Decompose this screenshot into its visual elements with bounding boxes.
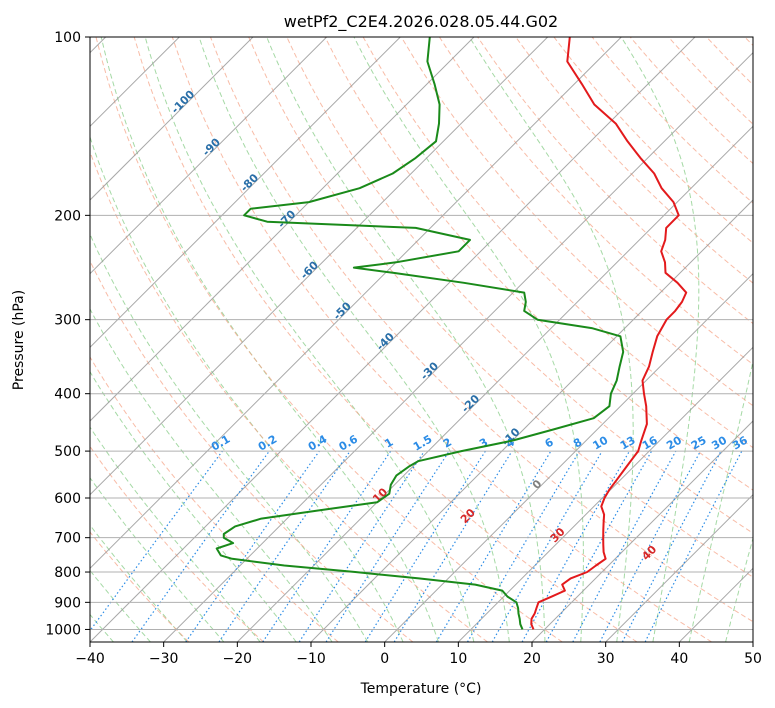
mixing-ratio-line (393, 450, 513, 642)
dry-adiabat-line (248, 37, 753, 578)
y-axis-label: Pressure (hPa) (11, 290, 27, 390)
mixing-ratio-line (325, 450, 450, 642)
isotherm-line (310, 199, 753, 642)
mixing-ratio-line (572, 450, 677, 642)
y-tick-label: 400 (54, 387, 81, 403)
mixing-ratio-line (90, 450, 223, 632)
plot-frame (89, 36, 754, 643)
y-tick-label: 500 (54, 444, 81, 460)
dry-adiabats (90, 37, 753, 642)
dry-adiabat-line (438, 37, 753, 366)
isotherms (90, 37, 753, 642)
x-tick-label: 40 (670, 651, 688, 667)
y-tick-label: 200 (54, 208, 81, 224)
x-tick-label: −10 (296, 651, 326, 667)
moist-adiabat-line (725, 536, 753, 642)
moist-adiabat-line (100, 37, 439, 642)
dry-adiabat-line (400, 37, 753, 407)
moist-adiabat-line (688, 358, 753, 642)
x-tick-label: −20 (223, 651, 253, 667)
isotherm-line (163, 51, 753, 642)
mixing-ratio-line (521, 450, 631, 642)
mixing-ratio-line (644, 450, 743, 642)
x-tick-label: −30 (149, 651, 179, 667)
dry-adiabat-line (324, 37, 753, 491)
moist-adiabat-line (90, 476, 225, 642)
y-tick-label: 600 (54, 491, 81, 507)
y-tick-label: 800 (54, 565, 81, 581)
x-tick-label: 30 (597, 651, 615, 667)
pressure-gridlines (90, 37, 753, 630)
dry-adiabat-line (95, 37, 563, 642)
temperature-profile-line (530, 37, 688, 630)
dewpoint-profile-line (215, 37, 625, 630)
isotherm-line (90, 37, 401, 349)
isotherm-line (90, 37, 549, 496)
isotherm-line (90, 37, 328, 275)
isotherm-line (457, 346, 753, 642)
isotherm-line (90, 37, 254, 201)
x-tick-label: 0 (380, 651, 389, 667)
mixing-ratio-lines (90, 450, 743, 642)
dry-adiabat-line (90, 356, 339, 642)
moist-adiabat-line (90, 232, 369, 642)
dry-adiabat-line (133, 37, 638, 642)
mixing-ratio-line (545, 450, 653, 642)
dry-adiabat-line (515, 37, 753, 284)
isotherm-line (236, 125, 753, 642)
isotherm-line (90, 37, 475, 422)
moist-adiabat-line (353, 37, 584, 642)
isotherm-line (90, 37, 622, 570)
moist-adiabat-line (620, 37, 700, 642)
dry-adiabat-line (210, 37, 753, 623)
dry-adiabat-line (90, 531, 190, 642)
isotherm-line (90, 37, 696, 642)
x-tick-label: 50 (744, 651, 762, 667)
x-axis-ticks: −40 −30 −20 −10 0 10 20 30 40 50 (75, 642, 762, 667)
y-tick-label: 300 (54, 313, 81, 329)
moist-adiabat-line (144, 37, 475, 642)
profile-series (215, 37, 688, 630)
y-axis-ticks: 100 200 300 400 500 600 700 800 900 1000 (45, 30, 90, 638)
mixing-ratio-line (298, 450, 425, 642)
y-tick-label: 700 (54, 531, 81, 547)
y-tick-label: 100 (54, 30, 81, 46)
plot-area: -100-90-80-70-60-50-40-30-20-1000.1 0.2 0.… (90, 37, 753, 642)
moist-adiabat-line (198, 37, 510, 642)
isotherm-line (605, 493, 753, 642)
x-tick-label: 20 (523, 651, 541, 667)
dry-adiabat-line (171, 37, 712, 642)
isotherm-line (384, 272, 753, 642)
mixing-ratio-line (218, 450, 351, 642)
moist-adiabat-line (90, 308, 333, 642)
mixing-ratio-line (262, 450, 392, 642)
chart-title: wetPf2_C2E4.2026.028.05.44.G02 (284, 12, 558, 32)
mixing-ratio-line (185, 450, 320, 642)
moist-adiabat-line (90, 135, 404, 642)
dry-adiabat-line (90, 150, 488, 642)
y-tick-label: 900 (54, 595, 81, 611)
x-tick-label: 10 (449, 651, 467, 667)
moist-adiabat-line (90, 426, 261, 642)
dry-adiabat-line (90, 445, 264, 642)
x-tick-label: −40 (75, 651, 105, 667)
y-tick-label: 1000 (45, 622, 81, 638)
mixing-ratio-line (131, 450, 270, 642)
x-axis-label: Temperature (°C) (360, 681, 482, 697)
isotherm-line (531, 420, 753, 642)
